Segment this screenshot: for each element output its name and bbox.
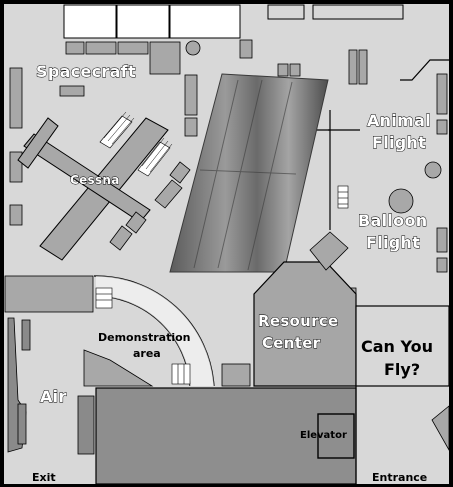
label-resource-center-line1[interactable]: Resource (258, 312, 339, 331)
demonstration-stairs (95, 287, 191, 385)
label-can-you-fly-line1[interactable]: Can You (361, 337, 433, 356)
cessna-tail (17, 117, 59, 169)
label-exit[interactable]: Exit (32, 471, 56, 484)
cessna-side-cases (109, 161, 191, 251)
label-demonstration-line2[interactable]: area (133, 347, 161, 360)
resource-center-kiosk (309, 231, 349, 271)
label-entrance[interactable]: Entrance (372, 471, 427, 484)
can-you-fly-room (355, 305, 450, 387)
label-can-you-fly-line2[interactable]: Fly? (384, 360, 420, 379)
left-entry-block (4, 275, 94, 313)
top-exhibit-cases (65, 39, 368, 85)
label-air[interactable]: Air (40, 387, 67, 407)
elevator-hall (95, 387, 357, 485)
elevator[interactable] (317, 413, 355, 459)
label-animal-flight-line1[interactable]: Animal (367, 111, 432, 131)
label-elevator: Elevator (300, 430, 347, 441)
top-wall-boxes (63, 4, 404, 39)
aerial-photo-texture (193, 79, 297, 271)
label-animal-flight-line2[interactable]: Flight (372, 133, 427, 153)
demonstration-ramp (96, 275, 214, 386)
label-resource-center-line2[interactable]: Center (262, 334, 321, 353)
label-spacecraft[interactable]: Spacecraft (36, 62, 137, 82)
balloon-model (388, 188, 414, 214)
balloon-stairs (337, 185, 349, 209)
left-exhibit-cases (9, 67, 198, 226)
entrance-wedge (431, 405, 450, 452)
demonstration-cases (83, 349, 251, 387)
resource-center-room (253, 261, 357, 387)
label-cessna[interactable]: Cessna (70, 173, 120, 188)
cessna-fuselage (23, 133, 151, 223)
label-balloon-flight-line1[interactable]: Balloon (358, 211, 428, 231)
air-exhibit-cases (7, 317, 95, 455)
cessna-plane (17, 111, 173, 261)
label-demonstration-line1[interactable]: Demonstration (98, 331, 191, 344)
label-balloon-flight-line2[interactable]: Flight (366, 233, 421, 253)
